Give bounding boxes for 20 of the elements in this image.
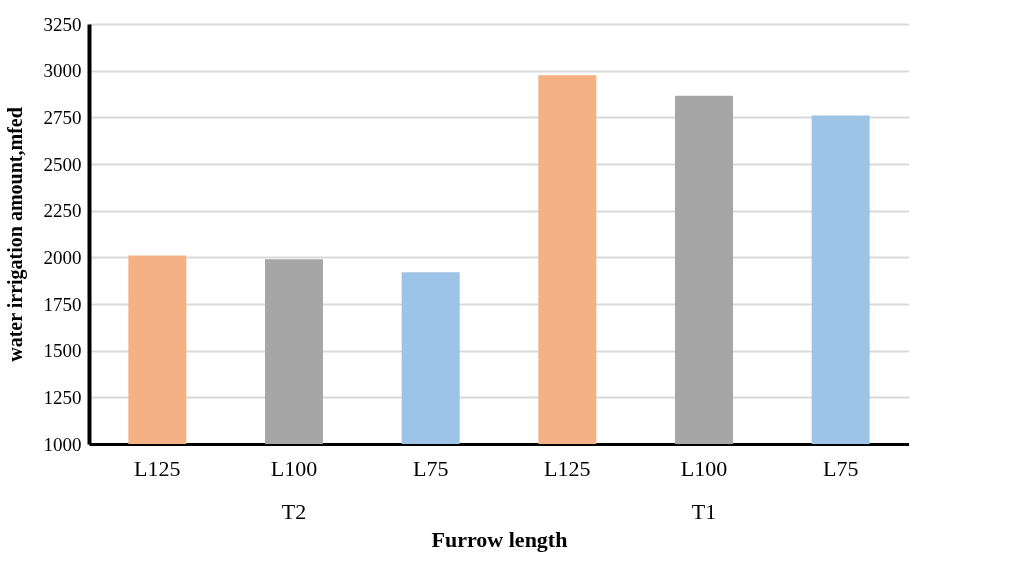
y-tick-label: 2250 [43,200,82,222]
y-tick-label: 2000 [43,246,82,268]
x-tick-label: L75 [822,455,859,481]
y-tick-label: 1750 [43,293,82,315]
y-axis-title: water irrigation amount,mfed [3,107,27,362]
y-tick-label: 3000 [43,60,82,82]
y-tick-label: 2500 [43,153,82,175]
y-tick-label: 1250 [43,386,82,408]
x-tick-label: L125 [544,455,591,481]
x-tick-label: L75 [412,455,449,481]
y-tick-label: 2750 [43,106,82,128]
text: T1 [691,499,717,524]
x-tick-label: L100 [680,455,728,481]
x-tick-label: L125 [134,455,181,481]
x-axis-title: Furrow length [431,526,568,552]
text: T2 [281,499,307,524]
y-tick-label: 3250 [43,13,82,35]
y-tick-label: 1500 [43,340,82,362]
y-tick-label: 1000 [43,433,82,455]
x-tick-label: L100 [270,455,318,481]
